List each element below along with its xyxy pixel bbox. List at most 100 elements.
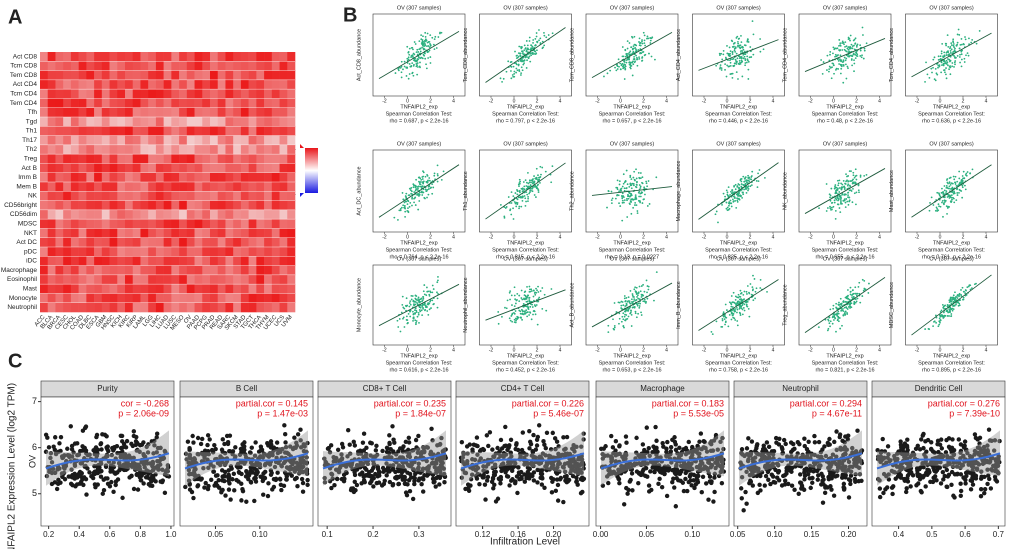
- scatter-point: [734, 58, 737, 61]
- scatter-point: [427, 57, 430, 59]
- plot-title: OV (307 samples): [397, 256, 441, 262]
- scatter-point: [225, 441, 231, 447]
- scatter-point: [636, 303, 639, 306]
- heatmap-cell: [47, 126, 56, 136]
- scatter-point: [726, 45, 728, 47]
- row-label: NK: [28, 193, 38, 200]
- heatmap-cell: [217, 191, 226, 201]
- scatter-point: [253, 475, 258, 481]
- row-label: Imm B: [18, 174, 37, 181]
- scatter-point: [536, 49, 538, 52]
- heatmap-cell: [186, 265, 195, 276]
- heatmap-cell: [225, 154, 234, 164]
- heatmap-cell: [248, 154, 257, 164]
- scatter-point: [942, 202, 945, 205]
- scatter-point: [750, 178, 753, 181]
- scatter-point: [932, 325, 934, 328]
- heatmap-cell: [225, 135, 234, 146]
- scatter-point: [849, 34, 852, 37]
- heatmap-cell: [47, 70, 56, 81]
- heatmap-cell: [271, 293, 280, 304]
- heatmap-cell: [179, 293, 188, 304]
- scatter-point: [863, 279, 866, 282]
- scatter-point: [531, 180, 534, 182]
- scatter-point: [634, 310, 637, 313]
- scatter-point: [634, 204, 636, 206]
- scatter-point: [429, 56, 432, 58]
- scatter-point: [541, 307, 544, 310]
- heatmap-cell: [117, 191, 126, 201]
- heatmap-cell: [94, 172, 103, 183]
- scatter-point: [46, 445, 52, 450]
- scatter-point: [855, 191, 858, 194]
- scatter-point: [853, 292, 855, 295]
- heatmap-cell: [225, 107, 234, 118]
- scatter-point: [123, 445, 129, 450]
- scatter-point: [398, 318, 401, 320]
- scatter-point: [69, 443, 75, 449]
- scatter-point: [638, 176, 641, 179]
- scatter-point: [829, 199, 832, 202]
- scatter-point: [960, 65, 963, 68]
- scatter-point: [514, 50, 516, 53]
- heatmap-cell: [101, 256, 110, 266]
- heatmap-cell: [210, 191, 219, 201]
- scatter-point: [405, 196, 408, 199]
- heatmap-cell: [264, 172, 273, 183]
- scatter-point: [945, 44, 947, 47]
- y-axis-label: Monocyte_abundance: [356, 278, 362, 332]
- x-tick-label: 2: [536, 347, 539, 353]
- scatter-point: [409, 303, 412, 306]
- scatter-point: [952, 43, 955, 45]
- heatmap-cell: [240, 293, 249, 304]
- scatter-point: [415, 178, 417, 181]
- scatter-point: [422, 180, 425, 183]
- scatter-point: [531, 45, 534, 48]
- heatmap-cell: [155, 182, 164, 192]
- scatter-point: [504, 306, 506, 309]
- heatmap-cell: [101, 274, 110, 285]
- heatmap-cell: [109, 107, 118, 118]
- heatmap-cell: [210, 163, 219, 174]
- scatter-point: [305, 477, 310, 483]
- scatter-point: [532, 295, 535, 298]
- heatmap-cell: [148, 265, 157, 276]
- heatmap-cell: [202, 144, 211, 155]
- scatter-point: [400, 65, 403, 68]
- scatter-point: [736, 311, 738, 314]
- scatter-point: [626, 197, 628, 200]
- scatter-point: [543, 293, 546, 296]
- heatmap-cell: [194, 61, 203, 71]
- scatter-point: [298, 427, 303, 432]
- scatter-point: [510, 202, 513, 204]
- heatmap-cell: [217, 89, 226, 99]
- scatter-point: [635, 290, 637, 293]
- panel-label: A: [8, 6, 22, 28]
- heatmap-cell: [109, 144, 118, 155]
- heatmap-cell: [70, 256, 79, 266]
- scatter-point: [48, 455, 53, 461]
- scatter-point: [721, 203, 723, 206]
- heatmap-cell: [109, 256, 118, 266]
- heatmap-cell: [210, 274, 219, 285]
- scatter-point: [956, 297, 959, 299]
- heatmap-cell: [279, 256, 288, 266]
- scatter-point: [411, 295, 414, 297]
- scatter-point: [528, 288, 531, 291]
- row-label: Act CD8: [13, 53, 38, 60]
- scatter-point: [422, 290, 425, 293]
- scatter-point: [160, 467, 165, 472]
- scatter-point: [424, 36, 427, 38]
- scatter-point: [851, 47, 854, 50]
- heatmap-cell: [140, 256, 149, 266]
- heatmap-cell: [248, 302, 257, 313]
- scatter-point: [720, 52, 723, 55]
- scatter-point: [621, 46, 624, 48]
- heatmap-cell: [63, 61, 72, 71]
- scatter-point: [839, 49, 842, 51]
- scatter-point: [520, 289, 523, 292]
- heatmap-cell: [287, 284, 296, 294]
- scatter-point: [439, 31, 441, 34]
- scatter-point: [424, 175, 427, 178]
- scatter-point: [406, 203, 409, 205]
